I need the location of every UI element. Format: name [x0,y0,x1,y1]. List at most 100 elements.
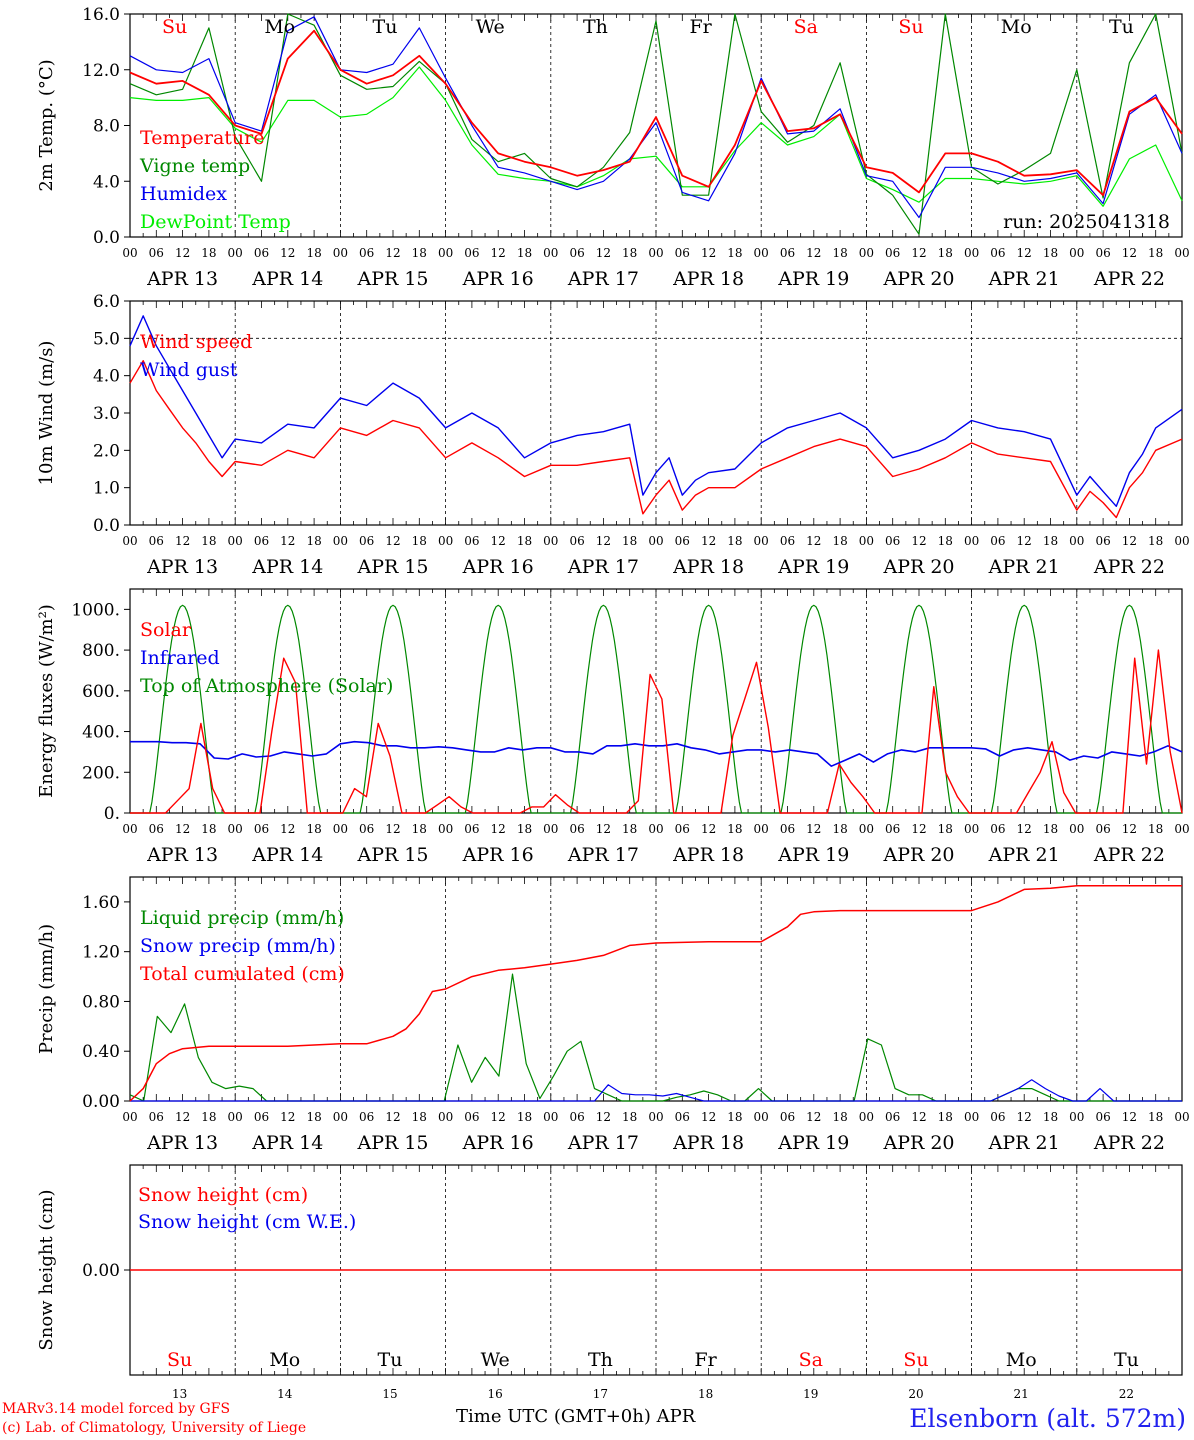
y-tick-label: 12.0 [82,61,120,81]
hour-tick-label: 06 [254,534,269,548]
hour-tick-label: 00 [1174,246,1189,260]
hour-tick-label: 18 [1148,822,1163,836]
day-number-label: 20 [908,1387,923,1401]
weekday-label: Mo [1001,16,1032,38]
panel-frame [129,13,1183,238]
hour-tick-label: 00 [122,1110,137,1124]
hour-tick-label: 12 [1122,534,1137,548]
hour-tick-label: 06 [780,246,795,260]
hour-tick-label: 06 [149,246,164,260]
date-label: APR 20 [882,556,954,578]
y-axis-label: Snow height (cm) [36,1189,57,1350]
hour-tick-label: 18 [201,1110,216,1124]
hour-tick-label: 12 [491,822,506,836]
hour-tick-label: 00 [964,246,979,260]
weekday-label: Th [588,1349,613,1371]
hour-tick-label: 12 [806,246,821,260]
hour-tick-label: 12 [385,246,400,260]
hour-tick-label: 06 [990,1110,1005,1124]
hour-tick-label: 00 [1069,822,1084,836]
date-label: APR 15 [356,844,428,866]
panel-1: 00 06 12 18 00 06 12 18 00 06 12 18 00 06 12 18 00 06 12 18… [36,5,1190,290]
hour-tick-label: 06 [780,1110,795,1124]
date-label: APR 15 [356,556,428,578]
hour-tick-label: 18 [832,534,847,548]
legend-solar: Solar [140,619,192,641]
date-label: APR 16 [462,556,534,578]
hour-tick-label: 12 [175,822,190,836]
date-label: APR 16 [462,1132,534,1154]
date-label: APR 14 [251,268,323,290]
hour-tick-label: 18 [622,822,637,836]
hour-tick-label: 12 [1017,1110,1032,1124]
series-total-cumulated [129,884,1182,1102]
hour-tick-label: 12 [596,246,611,260]
y-axis-label: 2m Temp. (°C) [36,59,57,191]
hour-tick-label: 12 [385,822,400,836]
run-annotation: run: 2025041318 [1003,211,1170,233]
hour-tick-label: 00 [648,534,663,548]
weekday-label: Tu [1114,1349,1139,1371]
hour-tick-label: 12 [911,1110,926,1124]
hour-tick-label: 12 [596,1110,611,1124]
hour-tick-label: 00 [648,822,663,836]
hour-tick-label: 18 [306,822,321,836]
y-tick-label: 8.0 [93,117,120,137]
y-tick-label: 1.60 [82,893,120,913]
date-label: APR 19 [777,844,849,866]
date-label: APR 18 [672,556,744,578]
hour-tick-label: 06 [359,1110,374,1124]
hour-tick-label: 18 [727,246,742,260]
hour-tick-label: 12 [911,246,926,260]
date-label: APR 17 [567,1132,639,1154]
hour-tick-label: 18 [517,246,532,260]
hour-tick-label: 00 [333,1110,348,1124]
time-axis-title: Time UTC (GMT+0h) APR [456,1406,696,1427]
hour-tick-label: 18 [832,822,847,836]
hour-tick-label: 18 [412,822,427,836]
hour-tick-label: 00 [964,1110,979,1124]
hour-tick-label: 12 [701,822,716,836]
weekday-label: Su [903,1349,928,1371]
hour-tick-label: 18 [1043,246,1058,260]
y-tick-label: 400. [82,723,120,743]
station-location: Elsenborn (alt. 572m) [909,1404,1186,1433]
y-tick-label: 2.0 [93,441,120,461]
hour-tick-label: 06 [1095,1110,1110,1124]
hour-tick-label: 00 [648,1110,663,1124]
y-tick-label: 6.0 [93,292,120,312]
date-label: APR 14 [251,1132,323,1154]
hour-tick-label: 06 [675,1110,690,1124]
hour-tick-label: 12 [701,1110,716,1124]
hour-tick-label: 12 [280,822,295,836]
series-wind-gust [129,315,1183,507]
hour-tick-label: 06 [149,1110,164,1124]
hour-tick-label: 00 [438,822,453,836]
hour-tick-label: 12 [806,534,821,548]
day-number-label: 15 [382,1387,397,1401]
date-label: APR 13 [146,1132,218,1154]
y-tick-label: 4.0 [93,172,120,192]
series-infrared [130,740,1183,768]
hour-tick-label: 00 [1174,534,1189,548]
date-label: APR 17 [567,268,639,290]
hour-tick-label: 00 [859,1110,874,1124]
date-label: APR 19 [777,556,849,578]
series-top-of-atmosphere-solar [130,604,1182,814]
legend-infrared: Infrared [140,647,220,669]
panel-3: 00 06 12 18 00 06 12 18 00 06 12 18 00 06 12 18 00 06 12 18… [36,588,1190,866]
hour-tick-label: 18 [201,246,216,260]
hour-tick-label: 18 [938,246,953,260]
hour-tick-label: 06 [885,534,900,548]
hour-tick-label: 00 [1174,822,1189,836]
hour-tick-label: 18 [1148,534,1163,548]
legend-snow-height-cm-: Snow height (cm) [138,1184,308,1206]
series-wind-speed [129,360,1183,519]
hour-tick-label: 06 [359,246,374,260]
hour-tick-label: 12 [1017,246,1032,260]
date-label: APR 16 [462,844,534,866]
hour-tick-label: 12 [701,534,716,548]
date-label: APR 15 [356,268,428,290]
hour-tick-label: 12 [175,246,190,260]
hour-tick-label: 06 [780,822,795,836]
